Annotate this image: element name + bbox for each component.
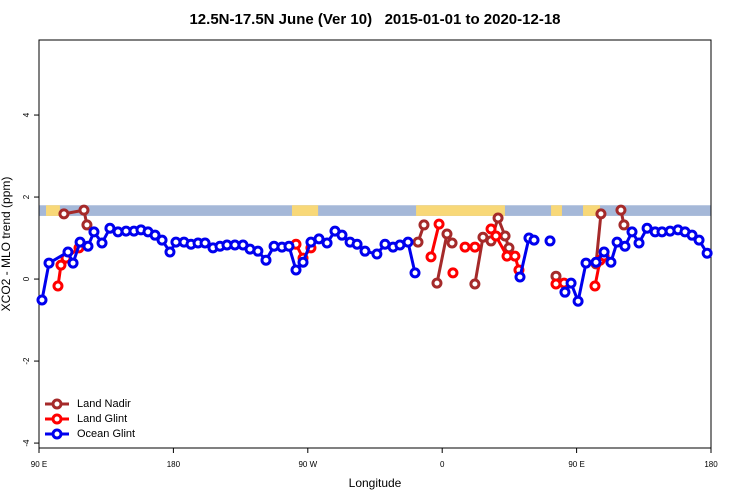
data-point bbox=[149, 229, 161, 241]
data-point bbox=[359, 245, 371, 257]
data-point bbox=[459, 241, 471, 253]
data-point bbox=[336, 229, 348, 241]
land-segment bbox=[416, 205, 505, 216]
y-tick-label: -2 bbox=[22, 357, 31, 365]
x-tick-label: 0 bbox=[440, 460, 445, 469]
x-axis-label: Longitude bbox=[349, 476, 402, 490]
data-point bbox=[199, 237, 211, 249]
legend-label: Ocean Glint bbox=[77, 428, 135, 440]
data-point bbox=[351, 238, 363, 250]
data-point bbox=[425, 251, 437, 263]
data-point bbox=[605, 256, 617, 268]
x-tick-label: 180 bbox=[167, 460, 181, 469]
data-point bbox=[514, 271, 526, 283]
data-point bbox=[615, 204, 627, 216]
data-point bbox=[559, 286, 571, 298]
y-tick-label: -4 bbox=[22, 439, 31, 447]
data-point bbox=[565, 277, 577, 289]
data-point bbox=[164, 246, 176, 258]
y-axis-label: XCO2 - MLO trend (ppm) bbox=[0, 177, 13, 312]
data-point bbox=[96, 237, 108, 249]
data-point bbox=[418, 219, 430, 231]
data-point bbox=[156, 234, 168, 246]
data-point bbox=[528, 234, 540, 246]
data-point bbox=[618, 219, 630, 231]
data-point bbox=[499, 230, 511, 242]
data-point bbox=[633, 237, 645, 249]
legend: Land Nadir Land Glint Ocean Glint bbox=[45, 398, 135, 440]
land-segment bbox=[291, 205, 319, 216]
data-point bbox=[260, 254, 272, 266]
data-point bbox=[431, 277, 443, 289]
data-point bbox=[544, 235, 556, 247]
data-point bbox=[283, 240, 295, 252]
x-tick-label: 90 E bbox=[568, 460, 584, 469]
data-point bbox=[252, 245, 264, 257]
data-point bbox=[686, 229, 698, 241]
data-point bbox=[409, 267, 421, 279]
data-point bbox=[43, 257, 55, 269]
data-point bbox=[485, 223, 497, 235]
legend-label: Land Nadir bbox=[77, 398, 131, 410]
data-point bbox=[469, 241, 481, 253]
x-tick-label: 180 bbox=[704, 460, 718, 469]
x-tick-label: 90 W bbox=[298, 460, 317, 469]
data-point bbox=[492, 212, 504, 224]
data-point bbox=[313, 233, 325, 245]
data-point bbox=[509, 250, 521, 262]
data-point bbox=[590, 256, 602, 268]
data-point bbox=[62, 246, 74, 258]
data-point bbox=[619, 240, 631, 252]
y-tick-label: 4 bbox=[22, 112, 31, 117]
data-point bbox=[402, 236, 414, 248]
data-point bbox=[74, 236, 86, 248]
x-tick-label: 90 E bbox=[31, 460, 47, 469]
legend-marker bbox=[51, 398, 63, 410]
band bbox=[39, 205, 711, 216]
data-point bbox=[321, 237, 333, 249]
data-point bbox=[371, 248, 383, 260]
data-point bbox=[447, 267, 459, 279]
data-point bbox=[626, 226, 638, 238]
data-point bbox=[36, 294, 48, 306]
land-segment bbox=[583, 205, 601, 216]
data-point bbox=[82, 240, 94, 252]
data-point bbox=[693, 234, 705, 246]
land-segment bbox=[551, 205, 562, 216]
data-point bbox=[52, 280, 64, 292]
data-point bbox=[580, 257, 592, 269]
data-point bbox=[595, 208, 607, 220]
data-point bbox=[88, 226, 100, 238]
data-point bbox=[441, 228, 453, 240]
data-point bbox=[446, 237, 458, 249]
y-tick-label: 0 bbox=[22, 276, 31, 281]
legend-marker bbox=[51, 413, 63, 425]
data-point bbox=[701, 247, 713, 259]
legend-marker bbox=[51, 428, 63, 440]
data-point bbox=[55, 259, 67, 271]
plot-frame bbox=[38, 39, 712, 449]
data-point bbox=[598, 246, 610, 258]
legend-label: Land Glint bbox=[77, 413, 127, 425]
data-point bbox=[297, 256, 309, 268]
data-point bbox=[290, 264, 302, 276]
data-point bbox=[611, 236, 623, 248]
data-point bbox=[58, 208, 70, 220]
data-point bbox=[67, 257, 79, 269]
y-tick-label: 2 bbox=[22, 194, 31, 199]
data-point bbox=[469, 278, 481, 290]
data-point bbox=[81, 219, 93, 231]
data-point bbox=[433, 218, 445, 230]
chart-title: 12.5N-17.5N June (Ver 10) 2015-01-01 to … bbox=[189, 11, 560, 28]
land-segment bbox=[46, 205, 60, 216]
data-point bbox=[78, 204, 90, 216]
data-point bbox=[572, 295, 584, 307]
data-point bbox=[589, 280, 601, 292]
series-line bbox=[63, 208, 626, 285]
data-point bbox=[490, 230, 502, 242]
data-point bbox=[412, 236, 424, 248]
